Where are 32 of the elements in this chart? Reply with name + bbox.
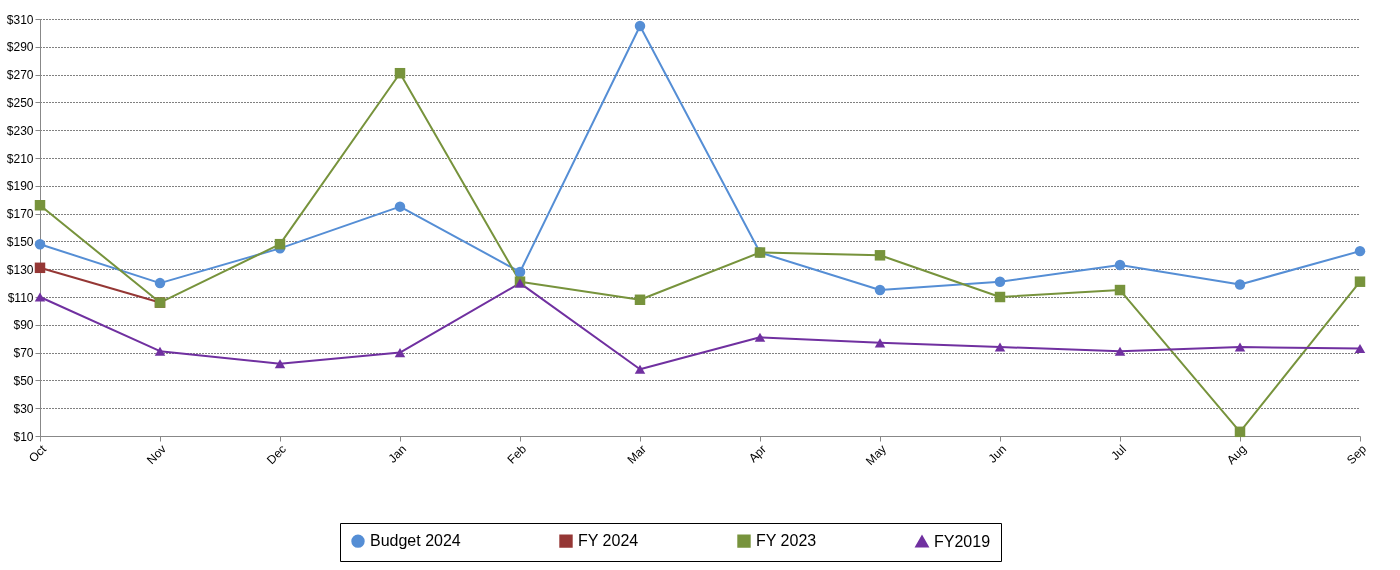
y-tick-label: $310 xyxy=(6,12,34,27)
x-tick-label: Jan xyxy=(385,442,409,466)
y-tick-label: $270 xyxy=(6,68,34,83)
x-tick-label: Apr xyxy=(745,442,769,466)
y-tick-label: $250 xyxy=(6,95,34,110)
legend-label: FY 2024 xyxy=(578,532,639,550)
x-tick-label: Nov xyxy=(143,442,169,468)
x-tick-label: Aug xyxy=(1223,442,1249,468)
x-tick-label: Jun xyxy=(985,442,1009,466)
y-tick-label: $290 xyxy=(6,40,34,55)
x-tick-label: Oct xyxy=(25,441,50,466)
legend-label: FY2019 xyxy=(934,532,991,550)
x-tick-label: May xyxy=(863,442,889,469)
y-tick-label: $50 xyxy=(13,373,34,388)
y-tick-label: $110 xyxy=(7,290,34,305)
x-tick-label: Mar xyxy=(624,442,649,467)
y-tick-label: $210 xyxy=(6,151,34,166)
y-tick-label: $70 xyxy=(13,346,34,361)
y-tick-label: $170 xyxy=(6,207,34,222)
y-tick-label: $130 xyxy=(6,262,34,277)
y-tick-label: $90 xyxy=(13,318,34,333)
legend-label: FY 2023 xyxy=(756,532,817,550)
x-tick-label: Sep xyxy=(1343,441,1370,468)
y-tick-label: $30 xyxy=(13,401,34,416)
y-tick-label: $230 xyxy=(6,123,34,138)
x-tick-label: Jul xyxy=(1108,442,1129,463)
y-tick-label: $150 xyxy=(6,234,34,249)
legend-label: Budget 2024 xyxy=(370,532,461,550)
x-tick-label: Feb xyxy=(504,441,530,467)
x-tick-label: Dec xyxy=(263,442,289,468)
y-tick-label: $190 xyxy=(6,179,34,194)
y-tick-label: $10 xyxy=(13,429,34,444)
